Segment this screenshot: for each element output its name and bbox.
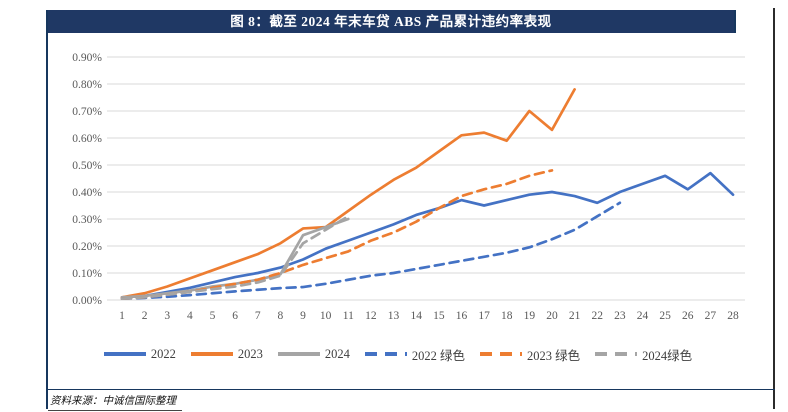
x-axis-tick-label: 23: [614, 310, 626, 322]
x-axis-tick-label: 18: [501, 310, 513, 322]
x-axis-tick-label: 2: [142, 310, 148, 322]
x-axis-tick-label: 11: [343, 310, 354, 322]
y-axis-tick-label: 0.40%: [72, 187, 102, 199]
chart-legend: 2022 2023 2024 2022 绿色 2023 绿色 2024绿色: [48, 344, 748, 364]
y-axis-tick-label: 0.90%: [72, 52, 102, 64]
legend-item-2024-green: 2024绿色: [595, 345, 692, 364]
series-line-2023 绿色: [120, 169, 554, 300]
x-axis-tick-label: 6: [232, 310, 238, 322]
x-axis-tick-label: 13: [388, 310, 400, 322]
legend-item-2022-green: 2022 绿色: [364, 345, 465, 364]
x-axis-tick-label: 7: [255, 310, 261, 322]
x-axis-tick-label: 25: [659, 310, 671, 322]
source-note: 资料来源：中诚信国际整理: [48, 393, 182, 411]
legend-label: 2023: [237, 346, 263, 361]
legend-label: 2022: [150, 346, 176, 361]
x-axis-tick-label: 14: [410, 310, 422, 322]
y-axis-tick-label: 0.20%: [72, 241, 102, 253]
legend-label: 2022 绿色: [411, 348, 465, 363]
x-axis-tick-label: 20: [546, 310, 558, 322]
figure-title: 图 8：截至 2024 年末车贷 ABS 产品累计违约率表现: [230, 14, 552, 29]
legend-item-2022: 2022: [103, 346, 176, 362]
x-axis-tick-label: 15: [433, 310, 445, 322]
x-axis-tick-label: 10: [320, 310, 332, 322]
x-axis-tick-label: 26: [682, 310, 694, 322]
x-axis-tick-label: 3: [164, 310, 170, 322]
legend-line-sample-2024: [277, 352, 320, 356]
legend-line-sample-2022-green: [364, 352, 407, 356]
footer-divider: [46, 389, 775, 390]
y-axis-tick-label: 0.00%: [72, 295, 102, 307]
legend-line-sample-2023: [190, 352, 233, 356]
x-axis-tick-label: 9: [300, 310, 306, 322]
x-axis-tick-label: 16: [456, 310, 468, 322]
x-axis-tick-label: 12: [365, 310, 377, 322]
x-axis-tick-label: 21: [569, 310, 581, 322]
chart-area: 0.90% 0.80% 0.70% 0.60% 0.50% 0.40% 0.30% 0.20%…: [48, 36, 770, 338]
legend-label: 2024: [324, 346, 350, 361]
x-axis-tick-label: 17: [478, 310, 490, 322]
legend-label: 2024绿色: [642, 348, 693, 363]
x-axis-tick-label: 4: [187, 310, 193, 322]
x-axis-tick-label: 28: [727, 310, 739, 322]
series-line-2022: [120, 171, 735, 299]
x-axis-tick-label: 5: [210, 310, 216, 322]
figure-title-bar: 图 8：截至 2024 年末车贷 ABS 产品累计违约率表现: [48, 10, 736, 33]
series-line-2022 绿色: [120, 201, 622, 300]
x-axis-tick-label: 1: [119, 310, 125, 322]
line-chart-canvas: 0.90% 0.80% 0.70% 0.60% 0.50% 0.40% 0.30% 0.20%…: [72, 52, 745, 322]
y-axis-tick-label: 0.60%: [72, 133, 102, 145]
x-axis-tick-label: 8: [278, 310, 284, 322]
table-left-border: [46, 10, 48, 409]
x-axis-tick-label: 22: [591, 310, 603, 322]
legend-line-sample-2022: [103, 352, 146, 356]
x-axis-tick-label: 19: [524, 310, 536, 322]
legend-item-2023-green: 2023 绿色: [479, 345, 581, 364]
x-axis-tick-label: 27: [705, 310, 717, 322]
series-line-2024绿色: [120, 214, 350, 300]
y-axis-tick-label: 0.30%: [72, 214, 102, 226]
y-axis-tick-label: 0.50%: [72, 160, 102, 172]
legend-line-sample-2023-green: [479, 352, 522, 356]
y-axis-tick-label: 0.10%: [72, 268, 102, 280]
y-axis-tick-label: 0.80%: [72, 79, 102, 91]
table-right-border: [773, 8, 775, 409]
legend-line-sample-2024-green: [595, 352, 638, 356]
legend-item-2023: 2023: [190, 346, 263, 362]
y-axis-tick-label: 0.70%: [72, 106, 102, 118]
x-axis-tick-label: 24: [637, 310, 649, 322]
series-line-2023: [120, 88, 576, 299]
legend-item-2024: 2024: [277, 346, 350, 362]
legend-label: 2023 绿色: [526, 348, 581, 363]
